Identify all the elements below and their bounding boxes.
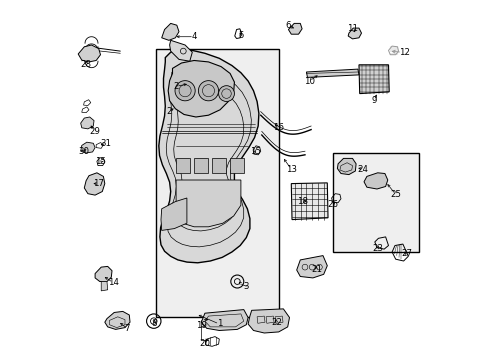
Polygon shape <box>159 50 258 263</box>
Polygon shape <box>201 310 247 330</box>
Polygon shape <box>194 158 207 173</box>
Polygon shape <box>358 65 388 94</box>
Polygon shape <box>175 180 241 227</box>
Polygon shape <box>104 311 130 329</box>
Text: 10: 10 <box>303 77 314 85</box>
Polygon shape <box>296 256 326 278</box>
Polygon shape <box>337 158 355 175</box>
Text: 16: 16 <box>273 123 284 132</box>
Polygon shape <box>81 117 94 129</box>
Text: 1: 1 <box>216 320 222 328</box>
Polygon shape <box>306 69 358 77</box>
Polygon shape <box>288 23 302 34</box>
Polygon shape <box>169 40 192 61</box>
Text: 20: 20 <box>199 339 210 348</box>
Circle shape <box>218 86 234 102</box>
Polygon shape <box>363 173 387 189</box>
Text: 18: 18 <box>296 197 307 206</box>
Text: 2: 2 <box>173 82 179 91</box>
Text: 26: 26 <box>326 200 338 209</box>
Polygon shape <box>101 282 107 291</box>
Polygon shape <box>84 173 104 195</box>
Text: 19: 19 <box>196 321 206 330</box>
Polygon shape <box>161 198 186 230</box>
Polygon shape <box>78 45 101 62</box>
Polygon shape <box>247 309 289 333</box>
Text: 9: 9 <box>371 96 376 105</box>
Polygon shape <box>81 142 95 153</box>
Polygon shape <box>212 158 225 173</box>
Text: 5: 5 <box>238 31 243 40</box>
Text: 29: 29 <box>89 127 101 136</box>
Text: 7: 7 <box>124 324 130 333</box>
Text: 8: 8 <box>151 320 157 328</box>
Text: 14: 14 <box>107 278 119 287</box>
Text: 17: 17 <box>93 179 104 188</box>
Text: 25: 25 <box>389 190 400 199</box>
Text: 6: 6 <box>285 21 290 30</box>
FancyBboxPatch shape <box>332 153 418 252</box>
Text: 15: 15 <box>249 148 260 156</box>
Circle shape <box>175 81 195 101</box>
Text: 2: 2 <box>166 107 171 116</box>
Text: 3: 3 <box>243 282 248 291</box>
Text: 27: 27 <box>400 249 411 258</box>
Text: 22: 22 <box>271 318 282 327</box>
Text: 12: 12 <box>398 48 409 57</box>
Polygon shape <box>162 23 179 40</box>
Polygon shape <box>347 28 361 39</box>
Polygon shape <box>230 158 244 173</box>
Text: 13: 13 <box>285 165 296 174</box>
Text: 11: 11 <box>346 24 357 33</box>
Polygon shape <box>95 266 112 282</box>
Text: 24: 24 <box>357 165 368 174</box>
Text: 28: 28 <box>81 60 91 69</box>
Text: 23: 23 <box>371 244 383 253</box>
Text: 4: 4 <box>191 32 197 41</box>
Polygon shape <box>168 60 234 117</box>
Polygon shape <box>291 183 327 220</box>
FancyBboxPatch shape <box>156 49 278 317</box>
Text: 31: 31 <box>100 139 111 148</box>
Circle shape <box>198 81 218 101</box>
Polygon shape <box>176 158 189 173</box>
Text: 15: 15 <box>95 157 106 166</box>
Text: 30: 30 <box>79 147 90 156</box>
Text: 21: 21 <box>310 266 321 274</box>
